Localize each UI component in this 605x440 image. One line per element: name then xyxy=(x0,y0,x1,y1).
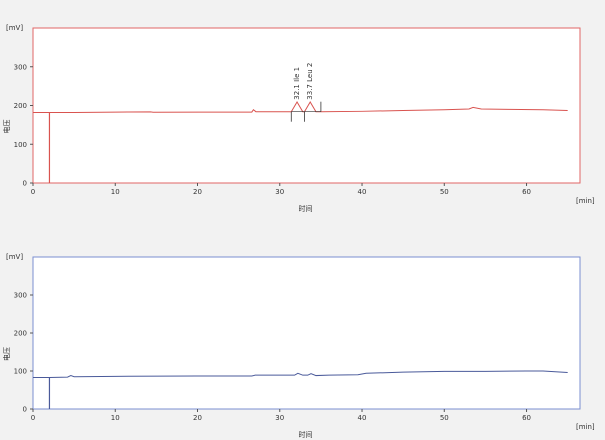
y-tick-label: 0 xyxy=(23,406,27,414)
y-tick-label: 200 xyxy=(14,330,27,338)
y-axis-label: 电压 xyxy=(2,120,11,134)
x-tick-label: 40 xyxy=(358,188,367,196)
x-tick-label: 20 xyxy=(193,414,202,422)
x-tick-label: 30 xyxy=(275,414,284,422)
chart-top: 0 100 200 300 0 10 20 30 40 50 60 [mV] [min] 时间 电压 32.1… xyxy=(2,24,595,213)
x-tick-label: 10 xyxy=(111,188,120,196)
x-tick-label: 60 xyxy=(522,414,531,422)
y-tick-label: 0 xyxy=(23,180,27,188)
chromatogram-bottom: 0 100 200 300 0 10 20 30 40 50 60 [mV] [min] 时间 电压 xyxy=(0,228,605,440)
y-tick-label: 100 xyxy=(14,368,27,376)
plot-frame xyxy=(32,256,581,410)
x-tick-label: 20 xyxy=(193,188,202,196)
x-tick-label: 40 xyxy=(358,414,367,422)
x-unit: [min] xyxy=(576,197,595,205)
y-tick-label: 300 xyxy=(14,63,27,71)
plot-frame xyxy=(32,27,581,184)
x-tick-label: 50 xyxy=(440,414,449,422)
chromatogram-top: 0 100 200 300 0 10 20 30 40 50 60 [mV] [min] 时间 电压 32.1… xyxy=(2,24,595,213)
x-tick-label: 10 xyxy=(111,414,120,422)
x-tick-label: 30 xyxy=(275,188,284,196)
x-axis-label: 时间 xyxy=(299,204,313,213)
y-axis-label: 电压 xyxy=(2,347,11,361)
y-tick-label: 200 xyxy=(14,102,27,110)
x-tick-label: 0 xyxy=(31,414,35,422)
y-unit: [mV] xyxy=(6,253,23,261)
x-unit: [min] xyxy=(576,423,595,431)
chart-bottom: 0 100 200 300 0 10 20 30 40 50 60 [mV] [min] 时间 电压 xyxy=(2,253,595,439)
y-unit: [mV] xyxy=(6,24,23,32)
peak-label: 32.1 Ile 1 xyxy=(293,67,301,100)
x-axis-label: 时间 xyxy=(299,430,313,439)
series-line xyxy=(33,370,568,378)
y-tick-label: 100 xyxy=(14,141,27,149)
x-tick-label: 50 xyxy=(440,188,449,196)
peak-label: 33.7 Leu 2 xyxy=(306,63,314,100)
x-tick-label: 60 xyxy=(522,188,531,196)
y-tick-label: 300 xyxy=(14,292,27,300)
x-tick-label: 0 xyxy=(31,188,35,196)
